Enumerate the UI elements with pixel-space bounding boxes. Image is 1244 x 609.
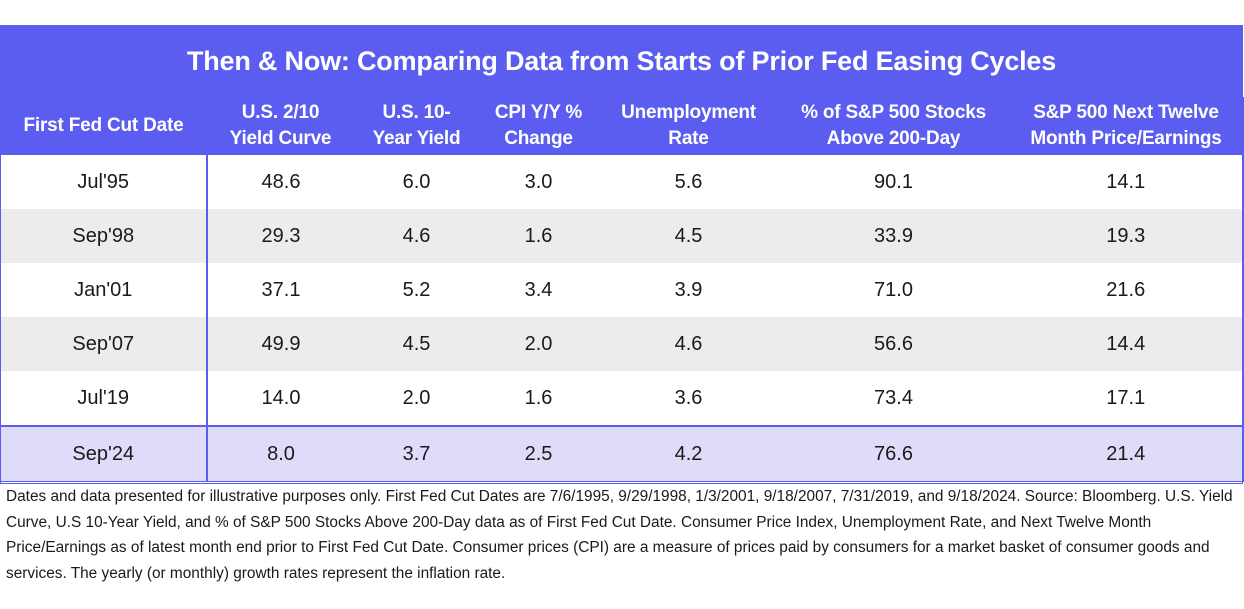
- column-header-line: CPI Y/Y %: [494, 102, 583, 123]
- column-header-line: Month Price/Earnings: [1030, 128, 1222, 149]
- column-header-line: Above 200-Day: [826, 128, 961, 149]
- row-date-cell: Jul'95: [0, 155, 208, 209]
- data-cell: 3.0: [478, 155, 599, 209]
- data-cell: 6.0: [354, 155, 479, 209]
- column-header-line: Rate: [668, 128, 709, 149]
- data-cell: 21.4: [1008, 425, 1244, 482]
- column-header: U.S. 2/10 Yield Curve: [206, 97, 355, 155]
- row-date-cell: Jul'19: [0, 371, 208, 426]
- data-cell: 14.4: [1008, 317, 1244, 371]
- column-header-line: Yield Curve: [229, 128, 332, 149]
- data-cell: 29.3: [206, 209, 355, 263]
- column-header: CPI Y/Y % Change: [478, 97, 599, 155]
- column-header-line: Unemployment: [621, 102, 756, 123]
- data-cell: 49.9: [206, 317, 355, 371]
- row-date-cell: Sep'24: [0, 425, 208, 482]
- header-row: First Fed Cut Date U.S. 2/10 Yield Curve U.…: [0, 97, 1244, 155]
- data-cell: 21.6: [1008, 263, 1244, 317]
- data-cell: 33.9: [778, 209, 1009, 263]
- row-date-cell: Jan'01: [0, 263, 208, 317]
- column-header-line: % of S&P 500 Stocks: [801, 102, 986, 123]
- column-header-line: Change: [504, 128, 573, 149]
- data-cell: 56.6: [778, 317, 1009, 371]
- column-header: S&P 500 Next Twelve Month Price/Earnings: [1008, 97, 1244, 155]
- data-cell: 1.6: [478, 371, 599, 426]
- data-cell: 5.2: [354, 263, 479, 317]
- data-cell: 71.0: [778, 263, 1009, 317]
- data-cell: 14.1: [1008, 155, 1244, 209]
- data-cell: 48.6: [206, 155, 355, 209]
- data-cell: 3.7: [354, 425, 479, 482]
- data-cell: 3.6: [598, 371, 779, 426]
- data-cell: 19.3: [1008, 209, 1244, 263]
- table-row: Jan'01 37.1 5.2 3.4 3.9 71.0 21.6: [0, 263, 1244, 317]
- data-cell: 4.6: [598, 317, 779, 371]
- column-header-line: U.S. 10-: [382, 102, 451, 123]
- table-row: Sep'98 29.3 4.6 1.6 4.5 33.9 19.3: [0, 209, 1244, 263]
- column-header: U.S. 10- Year Yield: [354, 97, 479, 155]
- data-cell: 4.2: [598, 425, 779, 482]
- data-cell: 14.0: [206, 371, 355, 426]
- data-cell: 8.0: [206, 425, 355, 482]
- column-header: Unemployment Rate: [598, 97, 779, 155]
- data-table: First Fed Cut Date U.S. 2/10 Yield Curve U.…: [0, 97, 1244, 482]
- table-row: Jul'19 14.0 2.0 1.6 3.6 73.4 17.1: [0, 371, 1244, 426]
- table-body: Jul'95 48.6 6.0 3.0 5.6 90.1 14.1 Sep'98 29.3 4.6…: [0, 155, 1244, 482]
- column-header-line: S&P 500 Next Twelve: [1033, 102, 1219, 123]
- data-cell: 17.1: [1008, 371, 1244, 426]
- data-cell: 2.5: [478, 425, 599, 482]
- column-header: % of S&P 500 Stocks Above 200-Day: [778, 97, 1009, 155]
- table-title: Then & Now: Comparing Data from Starts o…: [0, 25, 1243, 97]
- data-cell: 1.6: [478, 209, 599, 263]
- data-cell: 90.1: [778, 155, 1009, 209]
- footnote: Dates and data presented for illustrativ…: [6, 488, 1233, 582]
- data-cell: 4.5: [354, 317, 479, 371]
- column-header-line: First Fed Cut Date: [23, 115, 184, 136]
- data-cell: 3.9: [598, 263, 779, 317]
- table-frame: [0, 25, 1243, 484]
- row-date-cell: Sep'07: [0, 317, 208, 371]
- data-cell: 73.4: [778, 371, 1009, 426]
- row-date-cell: Sep'98: [0, 209, 208, 263]
- column-header-line: U.S. 2/10: [241, 102, 320, 123]
- data-cell: 5.6: [598, 155, 779, 209]
- data-cell: 4.6: [354, 209, 479, 263]
- data-cell: 2.0: [478, 317, 599, 371]
- table-row-current: Sep'24 8.0 3.7 2.5 4.2 76.6 21.4: [0, 425, 1244, 482]
- column-header: First Fed Cut Date: [0, 97, 207, 155]
- data-cell: 37.1: [206, 263, 355, 317]
- data-cell: 4.5: [598, 209, 779, 263]
- data-cell: 76.6: [778, 425, 1009, 482]
- data-cell: 3.4: [478, 263, 599, 317]
- column-header-line: Year Yield: [372, 128, 461, 149]
- table-row: Jul'95 48.6 6.0 3.0 5.6 90.1 14.1: [0, 155, 1244, 209]
- data-cell: 2.0: [354, 371, 479, 426]
- table-row: Sep'07 49.9 4.5 2.0 4.6 56.6 14.4: [0, 317, 1244, 371]
